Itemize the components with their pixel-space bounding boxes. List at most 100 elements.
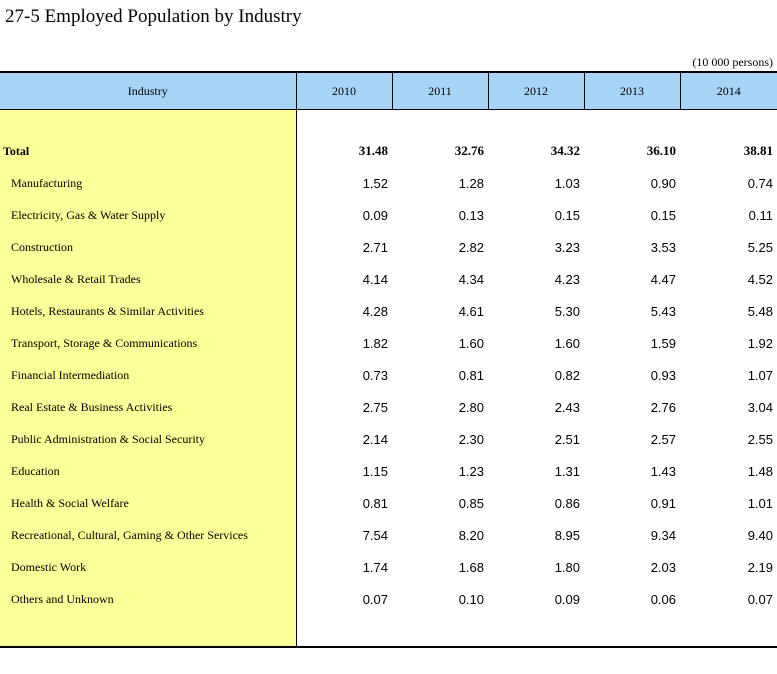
cell-value: 0.09 — [362, 207, 388, 223]
row-label: Real Estate & Business Activities — [0, 391, 297, 423]
row-label: Total — [0, 135, 297, 167]
header-year: 2013 — [583, 71, 680, 110]
table-row: Financial Intermediation 0.73 0.81 0.82 0.93… — [0, 359, 777, 391]
cell-value: 5.30 — [554, 303, 580, 319]
cell-value: 4.61 — [458, 303, 484, 319]
cell-value: 0.82 — [554, 367, 580, 383]
header-year: 2014 — [679, 71, 777, 110]
cell-value: 4.14 — [362, 271, 388, 287]
cell-value: 1.80 — [554, 559, 580, 575]
row-label: Electricity, Gas & Water Supply — [0, 199, 297, 231]
cell-value: 2.43 — [554, 399, 580, 415]
cell-value: 1.31 — [554, 463, 580, 479]
row-label: Manufacturing — [0, 167, 297, 199]
cell-value: 2.03 — [650, 559, 676, 575]
row-label: Health & Social Welfare — [0, 487, 297, 519]
cell-value: 3.53 — [650, 239, 676, 255]
bottom-spacer-row — [0, 615, 777, 648]
cell-value: 4.23 — [554, 271, 580, 287]
cell-value: 4.52 — [747, 271, 773, 287]
cell-value: 3.04 — [747, 399, 773, 415]
cell-value: 0.15 — [650, 207, 676, 223]
cell-value: 2.80 — [458, 399, 484, 415]
cell-value: 5.25 — [747, 239, 773, 255]
cell-value: 1.48 — [747, 463, 773, 479]
header-industry: Industry — [0, 71, 296, 110]
cell-value: 2.55 — [747, 431, 773, 447]
cell-value: 0.11 — [748, 207, 773, 223]
table-row: Others and Unknown 0.07 0.10 0.09 0.06 0.07 — [0, 583, 777, 615]
cell-value: 38.81 — [743, 143, 773, 158]
table-row: Hotels, Restaurants & Similar Activities… — [0, 295, 777, 327]
cell-value: 1.92 — [747, 335, 773, 351]
cell-value: 1.23 — [458, 463, 484, 479]
cell-value: 8.20 — [458, 527, 484, 543]
cell-value: 5.43 — [650, 303, 676, 319]
row-label: Construction — [0, 231, 297, 263]
row-label: Others and Unknown — [0, 583, 297, 615]
cell-value: 2.82 — [458, 239, 484, 255]
cell-value: 1.43 — [650, 463, 676, 479]
cell-value: 0.90 — [650, 175, 676, 191]
cell-value: 0.07 — [362, 591, 388, 607]
cell-value: 2.71 — [362, 239, 388, 255]
cell-value: 1.59 — [650, 335, 676, 351]
row-label: Public Administration & Social Security — [0, 423, 297, 455]
row-label: Recreational, Cultural, Gaming & Other S… — [0, 519, 297, 551]
header-year: 2010 — [295, 71, 392, 110]
table-row: Manufacturing 1.52 1.28 1.03 0.90 0.74 — [0, 167, 777, 199]
cell-value: 5.48 — [747, 303, 773, 319]
cell-value: 0.81 — [458, 367, 484, 383]
total-row: Total 31.48 32.76 34.32 36.10 38.81 — [0, 135, 777, 167]
cell-value: 7.54 — [362, 527, 388, 543]
cell-value: 9.40 — [747, 527, 773, 543]
cell-value: 4.28 — [362, 303, 388, 319]
cell-value: 1.60 — [458, 335, 484, 351]
table-row: Domestic Work 1.74 1.68 1.80 2.03 2.19 — [0, 551, 777, 583]
cell-value: 32.76 — [454, 143, 484, 158]
unit-label: (10 000 persons) — [692, 55, 773, 69]
cell-value: 0.73 — [362, 367, 388, 383]
cell-value: 2.57 — [650, 431, 676, 447]
cell-value: 8.95 — [554, 527, 580, 543]
cell-value: 1.82 — [362, 335, 388, 351]
row-label: Education — [0, 455, 297, 487]
header-year: 2012 — [487, 71, 584, 110]
cell-value: 2.75 — [362, 399, 388, 415]
cell-value: 2.30 — [458, 431, 484, 447]
header-year: 2011 — [391, 71, 488, 110]
cell-value: 0.86 — [554, 495, 580, 511]
cell-value: 1.07 — [747, 367, 773, 383]
row-label: Transport, Storage & Communications — [0, 327, 297, 359]
cell-value: 1.28 — [458, 175, 484, 191]
cell-value: 0.09 — [554, 591, 580, 607]
table-row: Recreational, Cultural, Gaming & Other S… — [0, 519, 777, 551]
spacer-row — [0, 109, 777, 135]
cell-value: 3.23 — [554, 239, 580, 255]
cell-value: 0.93 — [650, 367, 676, 383]
cell-value: 0.85 — [458, 495, 484, 511]
cell-value: 1.60 — [554, 335, 580, 351]
row-label: Hotels, Restaurants & Similar Activities — [0, 295, 297, 327]
table-row: Construction 2.71 2.82 3.23 3.53 5.25 — [0, 231, 777, 263]
table-row: Transport, Storage & Communications 1.82 1… — [0, 327, 777, 359]
cell-value: 4.34 — [458, 271, 484, 287]
cell-value: 31.48 — [358, 143, 388, 158]
row-label: Domestic Work — [0, 551, 297, 583]
row-label: Financial Intermediation — [0, 359, 297, 391]
employment-table: Industry 2010 2011 2012 2013 2014 Total … — [0, 71, 777, 648]
cell-value: 1.52 — [362, 175, 388, 191]
cell-value: 4.47 — [650, 271, 676, 287]
table-row: Electricity, Gas & Water Supply 0.09 0.13 0… — [0, 199, 777, 231]
cell-value: 1.68 — [458, 559, 484, 575]
cell-value: 1.15 — [362, 463, 388, 479]
cell-value: 1.01 — [747, 495, 773, 511]
cell-value: 1.03 — [554, 175, 580, 191]
row-label: Wholesale & Retail Trades — [0, 263, 297, 295]
cell-value: 0.13 — [458, 207, 484, 223]
cell-value: 0.07 — [747, 591, 773, 607]
cell-value: 0.74 — [747, 175, 773, 191]
cell-value: 1.74 — [362, 559, 388, 575]
header-row: Industry 2010 2011 2012 2013 2014 — [0, 71, 777, 110]
cell-value: 2.14 — [362, 431, 388, 447]
